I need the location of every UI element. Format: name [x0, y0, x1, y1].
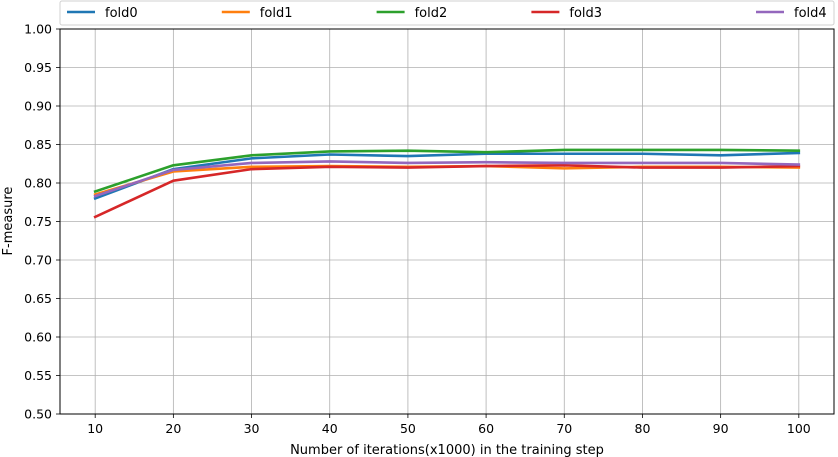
series-lines	[93, 148, 801, 219]
y-tick-label: 0.50	[24, 407, 52, 422]
x-tick-label: 90	[713, 421, 729, 436]
y-tick-label: 0.65	[24, 291, 52, 306]
legend-label-fold1: fold1	[260, 6, 293, 21]
series-line-fold2	[93, 148, 801, 194]
y-tick-label: 0.90	[24, 99, 52, 114]
legend-label-fold2: fold2	[415, 6, 448, 21]
y-tick-label: 0.85	[24, 137, 52, 152]
x-tick-label: 100	[787, 421, 811, 436]
series-line-fold0	[93, 151, 801, 201]
y-tick-label: 1.00	[24, 22, 52, 37]
x-tick-label: 50	[400, 421, 416, 436]
y-tick-label: 0.70	[24, 253, 52, 268]
legend-frame	[59, 0, 835, 26]
x-tick-label: 40	[322, 421, 338, 436]
x-axis-label: Number of iterations(x1000) in the train…	[290, 443, 604, 457]
y-tick-label: 0.60	[24, 330, 52, 345]
x-tick-label: 70	[556, 421, 572, 436]
y-tick-label: 0.80	[24, 176, 52, 191]
x-tick-label: 60	[478, 421, 494, 436]
y-tick-label: 0.75	[24, 214, 52, 229]
grid-lines	[60, 28, 834, 415]
x-tick-label: 80	[635, 421, 651, 436]
y-axis: 0.50 0.55 0.60 0.65 0.70 0.75 0.80 0.85 0.90 0.95…	[24, 22, 60, 422]
x-tick-label: 20	[165, 421, 181, 436]
series-line-fold4	[93, 160, 801, 198]
series-line-fold1	[93, 164, 801, 197]
x-axis: 10 20 30 40 50 60 70 80 90 100	[87, 414, 811, 436]
legend-label-fold4: fold4	[794, 6, 827, 21]
legend-label-fold3: fold3	[569, 6, 602, 21]
y-tick-label: 0.55	[24, 368, 52, 383]
y-axis-label: F-measure	[1, 187, 16, 256]
y-tick-label: 0.95	[24, 60, 52, 75]
series-line-fold3	[93, 163, 801, 219]
legend: fold0 fold1 fold2 fold3 fold4	[59, 0, 835, 26]
x-tick-label: 30	[244, 421, 260, 436]
x-tick-label: 10	[87, 421, 103, 436]
legend-label-fold0: fold0	[105, 6, 138, 21]
